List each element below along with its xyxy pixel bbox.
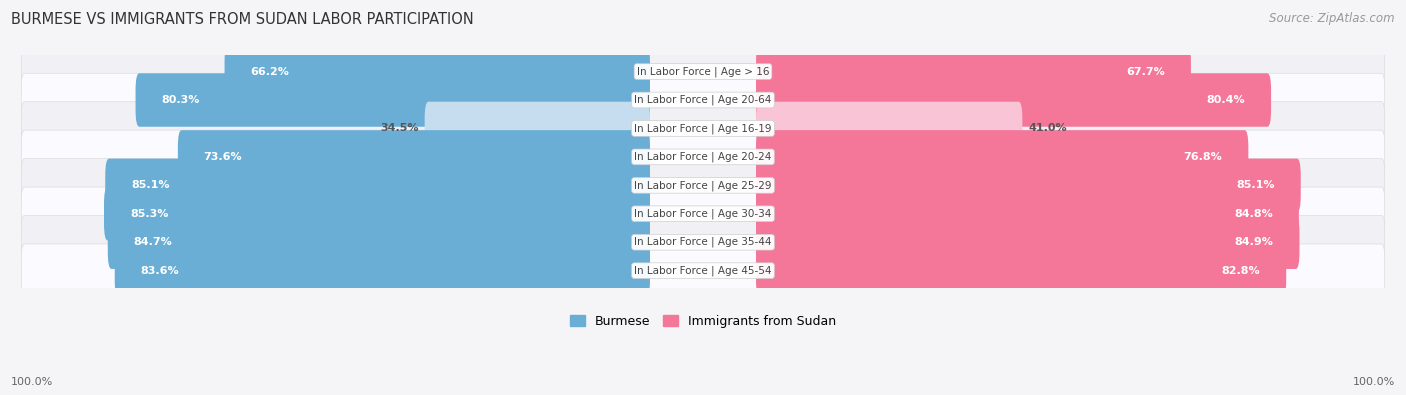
- Text: In Labor Force | Age 20-24: In Labor Force | Age 20-24: [634, 152, 772, 162]
- Text: 100.0%: 100.0%: [1353, 377, 1395, 387]
- FancyBboxPatch shape: [756, 102, 1022, 155]
- Text: 84.7%: 84.7%: [134, 237, 173, 247]
- FancyBboxPatch shape: [21, 45, 1385, 98]
- Text: 73.6%: 73.6%: [204, 152, 242, 162]
- Text: Source: ZipAtlas.com: Source: ZipAtlas.com: [1270, 12, 1395, 25]
- FancyBboxPatch shape: [21, 102, 1385, 155]
- Text: 67.7%: 67.7%: [1126, 67, 1166, 77]
- Text: 100.0%: 100.0%: [11, 377, 53, 387]
- FancyBboxPatch shape: [756, 45, 1191, 98]
- Text: In Labor Force | Age 16-19: In Labor Force | Age 16-19: [634, 123, 772, 134]
- Text: 85.1%: 85.1%: [131, 181, 170, 190]
- Text: 76.8%: 76.8%: [1184, 152, 1222, 162]
- Text: 41.0%: 41.0%: [1028, 124, 1067, 134]
- Text: 85.1%: 85.1%: [1236, 181, 1275, 190]
- Text: In Labor Force | Age > 16: In Labor Force | Age > 16: [637, 66, 769, 77]
- Legend: Burmese, Immigrants from Sudan: Burmese, Immigrants from Sudan: [565, 310, 841, 333]
- Text: In Labor Force | Age 45-54: In Labor Force | Age 45-54: [634, 265, 772, 276]
- Text: 83.6%: 83.6%: [141, 266, 179, 276]
- Text: In Labor Force | Age 20-64: In Labor Force | Age 20-64: [634, 95, 772, 105]
- Text: 84.8%: 84.8%: [1234, 209, 1272, 219]
- Text: 82.8%: 82.8%: [1222, 266, 1260, 276]
- FancyBboxPatch shape: [108, 216, 650, 269]
- FancyBboxPatch shape: [756, 244, 1286, 297]
- Text: BURMESE VS IMMIGRANTS FROM SUDAN LABOR PARTICIPATION: BURMESE VS IMMIGRANTS FROM SUDAN LABOR P…: [11, 12, 474, 27]
- FancyBboxPatch shape: [756, 187, 1299, 241]
- Text: 80.3%: 80.3%: [162, 95, 200, 105]
- Text: 84.9%: 84.9%: [1234, 237, 1274, 247]
- FancyBboxPatch shape: [756, 130, 1249, 184]
- FancyBboxPatch shape: [105, 159, 650, 212]
- FancyBboxPatch shape: [21, 216, 1385, 269]
- FancyBboxPatch shape: [135, 73, 650, 127]
- FancyBboxPatch shape: [21, 130, 1385, 184]
- FancyBboxPatch shape: [21, 159, 1385, 212]
- FancyBboxPatch shape: [756, 216, 1299, 269]
- FancyBboxPatch shape: [756, 159, 1301, 212]
- FancyBboxPatch shape: [21, 187, 1385, 241]
- Text: In Labor Force | Age 25-29: In Labor Force | Age 25-29: [634, 180, 772, 191]
- FancyBboxPatch shape: [115, 244, 650, 297]
- Text: 80.4%: 80.4%: [1206, 95, 1246, 105]
- Text: 34.5%: 34.5%: [381, 124, 419, 134]
- Text: In Labor Force | Age 30-34: In Labor Force | Age 30-34: [634, 209, 772, 219]
- FancyBboxPatch shape: [177, 130, 650, 184]
- FancyBboxPatch shape: [756, 73, 1271, 127]
- FancyBboxPatch shape: [104, 187, 650, 241]
- FancyBboxPatch shape: [425, 102, 650, 155]
- Text: 66.2%: 66.2%: [250, 67, 290, 77]
- FancyBboxPatch shape: [225, 45, 650, 98]
- FancyBboxPatch shape: [21, 73, 1385, 127]
- Text: In Labor Force | Age 35-44: In Labor Force | Age 35-44: [634, 237, 772, 248]
- Text: 85.3%: 85.3%: [129, 209, 169, 219]
- FancyBboxPatch shape: [21, 244, 1385, 297]
